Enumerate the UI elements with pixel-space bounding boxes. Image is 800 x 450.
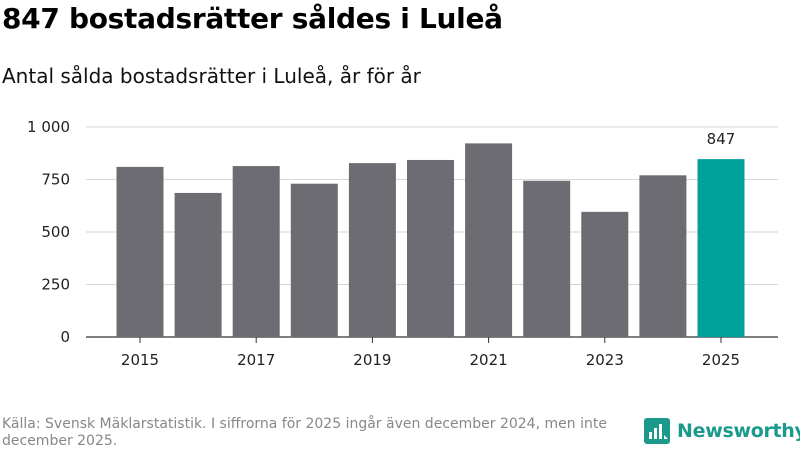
y-tick-label: 1 000 xyxy=(27,118,70,136)
bar xyxy=(232,166,280,337)
bar xyxy=(174,192,222,337)
bar xyxy=(639,175,687,337)
bar xyxy=(523,180,571,337)
data-label: 847 xyxy=(707,130,736,148)
bar xyxy=(407,159,454,337)
chart-title: 847 bostadsrätter såldes i Luleå xyxy=(2,2,503,35)
brand-name: Newsworthy xyxy=(677,420,800,442)
y-tick-label: 250 xyxy=(41,276,70,294)
y-tick-label: 750 xyxy=(41,171,70,189)
bar xyxy=(348,163,396,337)
newsworthy-logo-icon xyxy=(644,418,670,444)
source-note: Källa: Svensk Mäklarstatistik. I siffror… xyxy=(2,416,607,449)
bar-chart: 0 250 500 750 1 000 847 2015 2017 2019 2021 2023 20… xyxy=(27,118,778,369)
bar xyxy=(581,211,629,337)
y-tick-label: 500 xyxy=(41,223,70,241)
bar xyxy=(290,183,338,337)
x-tick-label: 2025 xyxy=(702,351,740,369)
x-tick-label: 2021 xyxy=(470,351,508,369)
bar xyxy=(116,166,164,337)
x-tick-label: 2017 xyxy=(237,351,275,369)
y-tick-label: 0 xyxy=(60,328,70,346)
bar-highlight xyxy=(697,159,745,337)
x-tick-label: 2019 xyxy=(353,351,391,369)
chart-subtitle: Antal sålda bostadsrätter i Luleå, år fö… xyxy=(2,64,421,88)
x-tick-label: 2023 xyxy=(586,351,624,369)
bar xyxy=(465,143,513,337)
brand: Newsworthy xyxy=(644,418,800,444)
x-tick-label: 2015 xyxy=(121,351,159,369)
